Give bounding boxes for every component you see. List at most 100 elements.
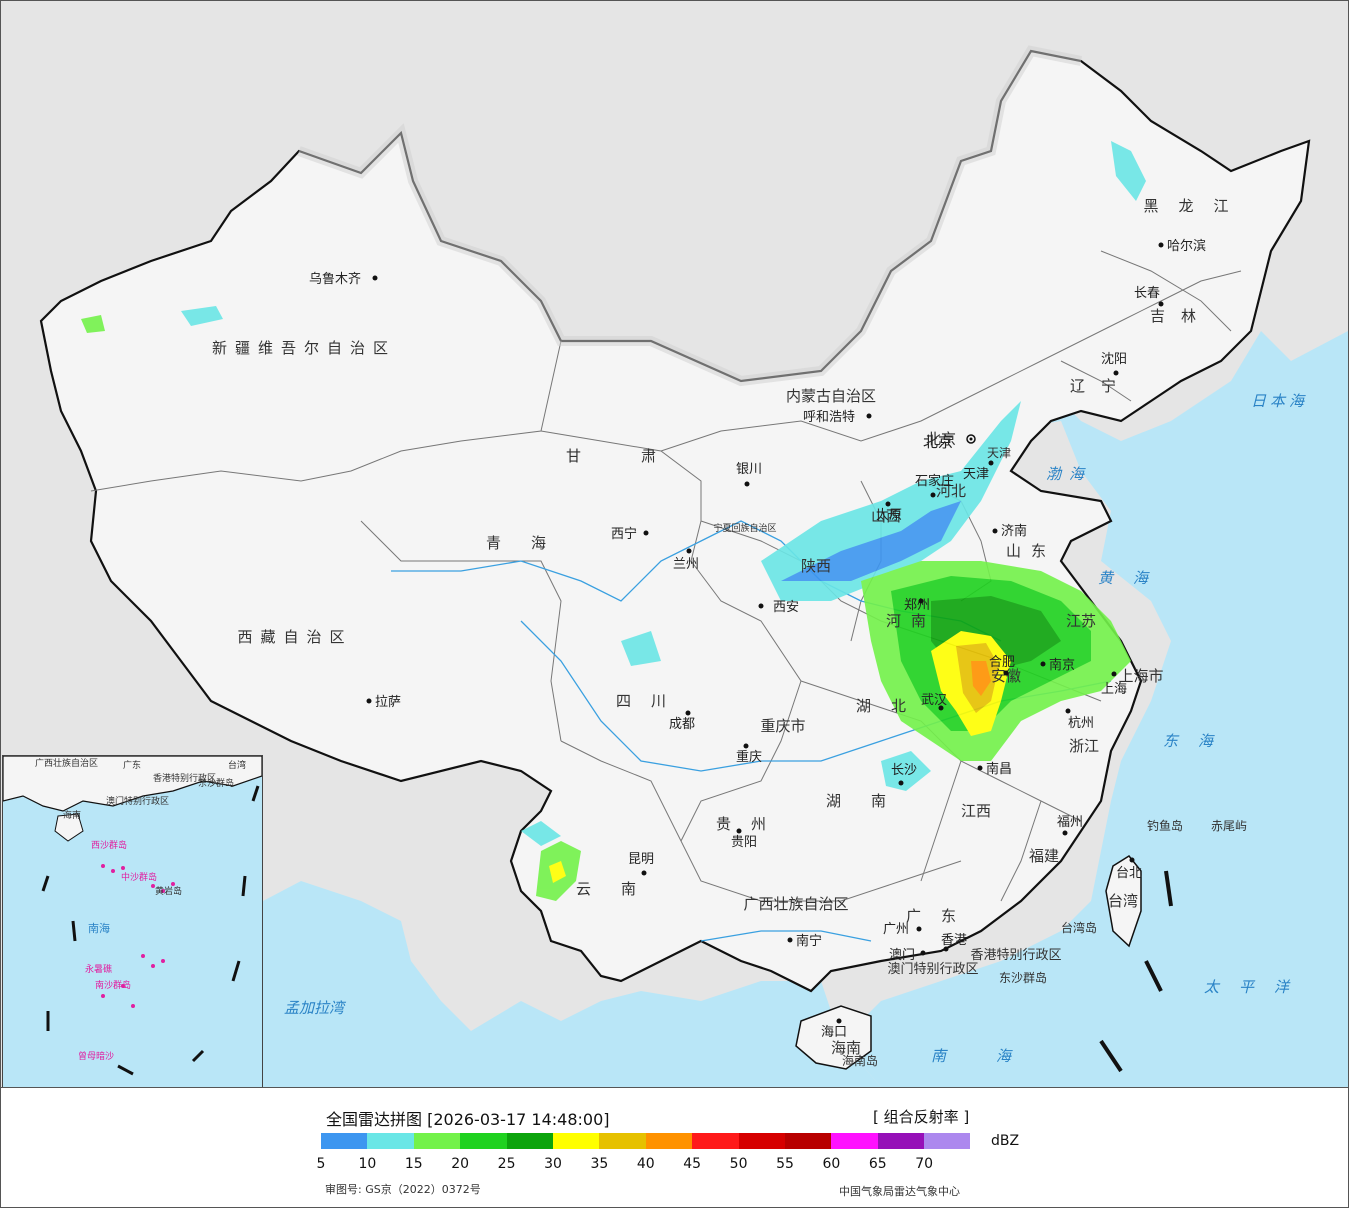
- svg-text:东沙群岛: 东沙群岛: [198, 777, 234, 789]
- island-taiwan: 台湾岛: [1061, 920, 1097, 935]
- scale-swatch: [599, 1133, 646, 1149]
- border-halo: [297, 45, 1082, 387]
- region-jiangsu: 江苏: [1066, 612, 1096, 630]
- island-labels: 钓鱼岛 赤尾屿 台湾岛 东沙群岛 海南岛: [842, 818, 1247, 1068]
- region-hubei: 湖北: [856, 697, 926, 715]
- region-ningxia: 宁夏回族自治区: [713, 522, 776, 534]
- region-macao: 澳门特别行政区: [887, 961, 978, 977]
- region-chongqing: 重庆市: [760, 717, 805, 735]
- inset-dashes: [41, 785, 260, 1076]
- city-lanzhou: 兰州: [673, 548, 699, 572]
- sea-nanhai: 南海: [931, 1047, 1061, 1065]
- city-macao: 澳门: [889, 947, 926, 963]
- city-urumqi: 乌鲁木齐: [309, 271, 378, 287]
- sea-east: [841, 331, 1348, 1087]
- city-haikou: 海口: [821, 1018, 847, 1040]
- inset-hainan: [54, 813, 84, 842]
- svg-text:香港: 香港: [941, 933, 967, 948]
- region-shandong: 山东: [1006, 542, 1056, 560]
- svg-text:澳门: 澳门: [889, 947, 915, 963]
- svg-text:长沙: 长沙: [891, 763, 917, 778]
- legend-panel: 全国雷达拼图 [2026-03-17 14:48:00] [ 组合反射率 ] 5…: [1, 1088, 1348, 1207]
- city-labels: 乌鲁木齐 拉萨 西宁 兰州 银川 呼和浩特 天津 石家庄 太原 济南 西安 郑州…: [309, 238, 1206, 1040]
- region-gansu: 甘肃: [566, 447, 716, 465]
- svg-text:天津: 天津: [963, 467, 989, 482]
- region-jilin: 吉林: [1150, 307, 1212, 325]
- region-jiangxi: 江西: [961, 802, 991, 820]
- scale-ticks: 5 10 15 20 25 30 35 40 45 50 55 60 65 70: [299, 1156, 979, 1174]
- region-beijing: 北京: [926, 430, 956, 448]
- city-taipei: 台北: [1116, 857, 1142, 881]
- city-changchun: 长春: [1134, 286, 1164, 307]
- city-wuhan: 武汉: [921, 693, 947, 711]
- scale-tick-label: 35: [590, 1156, 609, 1172]
- island-dongsha: 东沙群岛: [999, 970, 1047, 985]
- svg-text:南宁: 南宁: [796, 933, 822, 949]
- city-shenyang: 沈阳: [1101, 352, 1127, 376]
- province-borders: [90, 250, 1242, 902]
- region-tianjin: 天津: [987, 446, 1011, 460]
- inset-mainland: [3, 756, 262, 812]
- svg-text:黄岩岛: 黄岩岛: [155, 885, 182, 897]
- island-diaoyu: 钓鱼岛: [1147, 818, 1183, 833]
- south-china-sea-inset: 广西壮族自治区 广东 香港特别行政区 澳门特别行政区 海南 东沙群岛 西沙群岛 …: [2, 755, 263, 1087]
- svg-text:太原: 太原: [876, 508, 902, 523]
- svg-text:广东: 广东: [123, 759, 141, 771]
- city-changsha: 长沙: [891, 763, 917, 786]
- region-fujian: 福建: [1029, 847, 1059, 865]
- region-guangdong: 广东: [906, 907, 976, 925]
- scale-swatch: [460, 1133, 507, 1149]
- map-canvas[interactable]: 新疆维吾尔自治区 西藏自治区 青海 甘肃 内蒙古自治区 黑龙江 吉林 辽宁 河北…: [1, 1, 1348, 1088]
- svg-text:曾母暗沙: 曾母暗沙: [78, 1050, 114, 1062]
- svg-text:重庆: 重庆: [736, 749, 762, 765]
- region-hongkong: 香港特别行政区: [970, 948, 1061, 963]
- scale-tick-label: 15: [404, 1156, 423, 1172]
- svg-text:南海: 南海: [88, 921, 110, 935]
- hainan-island: [795, 1005, 872, 1070]
- svg-text:哈尔滨: 哈尔滨: [1167, 238, 1206, 254]
- city-chengdu: 成都: [669, 710, 695, 732]
- region-guizhou: 贵州: [716, 815, 786, 833]
- sea-labels: 渤海 黄海 东海 南海 日本海 太平洋 孟加拉湾: [284, 392, 1309, 1065]
- agency-label: 中国气象局雷达气象中心: [839, 1185, 960, 1198]
- radar-echoes: [81, 141, 1146, 901]
- region-shanxi: 山西: [871, 507, 901, 525]
- sea-huanghai: 黄海: [1098, 569, 1168, 587]
- city-guangzhou: 广州: [883, 922, 922, 937]
- scale-tick-label: 60: [822, 1156, 841, 1172]
- svg-text:银川: 银川: [736, 462, 762, 477]
- sea-bay-of-bengal: [263, 881, 881, 1087]
- scale-tick-label: 30: [544, 1156, 562, 1172]
- scale-tick-label: 40: [636, 1156, 655, 1172]
- label-beijing-city: 北京: [923, 433, 953, 451]
- svg-text:南京: 南京: [1049, 657, 1075, 673]
- scale-tick-label: 10: [358, 1156, 377, 1172]
- svg-text:贵阳: 贵阳: [731, 835, 757, 850]
- region-guangxi: 广西壮族自治区: [743, 895, 848, 913]
- nine-dash-lines: [1099, 870, 1173, 1073]
- svg-text:澳门特别行政区: 澳门特别行政区: [106, 795, 169, 807]
- svg-text:兰州: 兰州: [673, 557, 699, 572]
- svg-text:西宁: 西宁: [611, 526, 637, 542]
- city-hefei: 合肥: [989, 655, 1015, 676]
- map-title: 全国雷达拼图 [2026-03-17 14:48:00]: [326, 1110, 610, 1129]
- svg-text:杭州: 杭州: [1068, 716, 1094, 731]
- region-zhejiang: 浙江: [1069, 737, 1099, 755]
- region-labels: 新疆维吾尔自治区 西藏自治区 青海 甘肃 内蒙古自治区 黑龙江 吉林 辽宁 河北…: [212, 197, 1229, 1057]
- region-qinghai: 青海: [486, 534, 576, 552]
- city-taiyuan: 太原: [876, 501, 902, 523]
- city-beijing: [966, 434, 976, 444]
- sea-pacific: 太平洋: [1204, 978, 1309, 996]
- svg-text:广西壮族自治区: 广西壮族自治区: [35, 757, 98, 769]
- svg-text:济南: 济南: [1001, 523, 1027, 539]
- scale-tick-label: 65: [868, 1156, 887, 1172]
- svg-text:海南: 海南: [63, 809, 81, 821]
- svg-text:台北: 台北: [1116, 866, 1142, 881]
- region-liaoning: 辽宁: [1070, 377, 1132, 395]
- color-scale: [321, 1133, 971, 1149]
- region-neimenggu: 内蒙古自治区: [786, 387, 876, 405]
- city-kunming: 昆明: [628, 852, 654, 876]
- inset-labels: 广西壮族自治区 广东 香港特别行政区 澳门特别行政区 海南 东沙群岛 西沙群岛 …: [35, 757, 246, 1062]
- city-fuzhou: 福州: [1057, 815, 1083, 836]
